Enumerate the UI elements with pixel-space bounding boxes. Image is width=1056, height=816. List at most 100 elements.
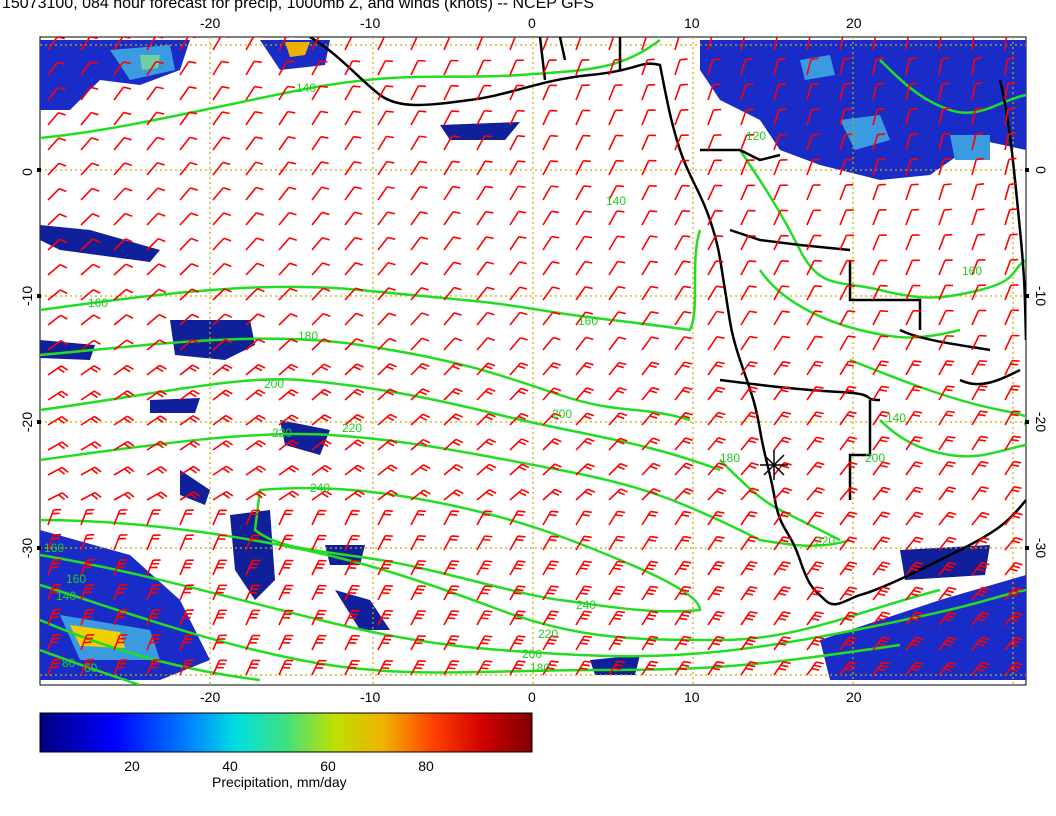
wind-barb-icon bbox=[542, 560, 559, 576]
wind-barb-icon bbox=[113, 61, 131, 76]
wind-barb-icon bbox=[872, 486, 891, 501]
wind-barb-icon bbox=[113, 584, 128, 601]
wind-barb-icon bbox=[971, 208, 985, 226]
wind-barb-icon bbox=[773, 611, 791, 626]
wind-barb-icon bbox=[575, 210, 592, 226]
wind-barb-icon bbox=[1004, 56, 1015, 76]
wind-barb-icon bbox=[806, 436, 825, 451]
wind-barb-icon bbox=[641, 235, 658, 251]
wind-barb-icon bbox=[509, 59, 524, 76]
wind-barb-icon bbox=[278, 584, 294, 601]
wind-barb-icon bbox=[278, 659, 294, 676]
wind-barb-icon bbox=[509, 160, 526, 176]
wind-barb-icon bbox=[707, 184, 723, 201]
wind-barb-icon bbox=[1004, 661, 1023, 676]
wind-barb-icon bbox=[410, 160, 428, 176]
wind-barb-icon bbox=[344, 186, 362, 201]
wind-barb-icon bbox=[938, 561, 957, 576]
wind-barb-icon bbox=[905, 461, 923, 476]
wind-barb-icon bbox=[707, 535, 725, 551]
wind-barb-icon bbox=[674, 336, 692, 351]
wind-barb-icon bbox=[47, 633, 62, 651]
wind-barb-icon bbox=[212, 111, 230, 126]
wind-barb-icon bbox=[872, 310, 889, 326]
wind-barb-icon bbox=[575, 58, 590, 76]
wind-barb-icon bbox=[245, 584, 261, 601]
wind-barb-icon bbox=[80, 558, 95, 576]
wind-barb-icon bbox=[509, 488, 530, 501]
wind-barb-icon bbox=[905, 132, 918, 151]
wind-barb-icon bbox=[938, 157, 952, 176]
wind-barb-icon bbox=[278, 363, 299, 376]
wind-barb-icon bbox=[443, 210, 461, 226]
wind-barb-icon bbox=[1004, 460, 1022, 476]
contour-label: 180 bbox=[298, 329, 318, 343]
wind-barb-icon bbox=[80, 37, 98, 51]
wind-barb-icon bbox=[740, 184, 756, 201]
wind-barb-icon bbox=[806, 385, 824, 401]
wind-barb-icon bbox=[905, 107, 918, 126]
wind-barb-icon bbox=[542, 437, 562, 451]
wind-barb-icon bbox=[641, 260, 658, 276]
wind-barb-icon bbox=[542, 387, 562, 401]
wind-barb-icon bbox=[476, 463, 497, 476]
wind-barb-icon bbox=[608, 585, 626, 601]
wind-barb-icon bbox=[1004, 586, 1023, 601]
wind-barb-icon bbox=[344, 509, 360, 526]
wind-barb-icon bbox=[1004, 258, 1019, 276]
wind-barb-icon bbox=[311, 414, 332, 426]
wind-barb-icon bbox=[575, 610, 592, 626]
wind-barb-icon bbox=[707, 108, 722, 126]
wind-barb-icon bbox=[740, 411, 759, 426]
wind-barb-icon bbox=[641, 412, 660, 426]
wind-barb-icon bbox=[245, 509, 261, 526]
wind-barb-icon bbox=[344, 110, 361, 126]
wind-barb-icon bbox=[938, 82, 950, 101]
wind-barb-icon bbox=[872, 57, 884, 76]
wind-barb-icon bbox=[839, 37, 844, 51]
contour-label: 160 bbox=[962, 264, 982, 278]
wind-barb-icon bbox=[311, 338, 331, 351]
wind-barb-icon bbox=[971, 81, 983, 101]
wind-barb-icon bbox=[872, 611, 891, 626]
wind-barb-icon bbox=[476, 286, 495, 301]
wind-barb-icon bbox=[938, 636, 957, 651]
wind-barb-icon bbox=[278, 490, 300, 501]
wind-barb-icon bbox=[740, 610, 758, 626]
wind-barb-icon bbox=[410, 388, 430, 401]
wind-barb-icon bbox=[443, 236, 461, 251]
wind-barb-icon bbox=[806, 108, 820, 126]
wind-barb-icon bbox=[146, 86, 164, 101]
wind-barb-icon bbox=[971, 636, 990, 651]
wind-barb-icon bbox=[806, 209, 821, 226]
wind-barb-icon bbox=[707, 462, 727, 476]
wind-barb-icon bbox=[707, 310, 725, 326]
wind-barb-icon bbox=[80, 390, 102, 401]
wind-barb-icon bbox=[905, 385, 922, 401]
wind-barb-icon bbox=[938, 334, 954, 351]
wind-barb-icon bbox=[674, 285, 692, 301]
wind-barb-icon bbox=[476, 109, 492, 126]
wind-barb-icon bbox=[542, 463, 562, 476]
wind-barb-icon bbox=[938, 536, 957, 551]
wind-barb-icon bbox=[344, 363, 364, 376]
wind-barb-icon bbox=[674, 487, 694, 501]
wind-barb-icon bbox=[410, 59, 426, 76]
wind-barb-icon bbox=[938, 183, 952, 201]
wind-barb-icon bbox=[476, 610, 493, 626]
wind-barb-icon bbox=[542, 59, 557, 76]
wind-barb-icon bbox=[47, 86, 66, 101]
wind-barb-icon bbox=[476, 84, 492, 101]
wind-barb-icon bbox=[245, 60, 262, 76]
wind-barb-icon bbox=[740, 310, 757, 326]
wind-barb-icon bbox=[113, 440, 135, 451]
wind-barb-icon bbox=[674, 585, 692, 601]
wind-barb-icon bbox=[278, 37, 295, 51]
wind-barb-icon bbox=[971, 410, 988, 426]
wind-barb-icon bbox=[1004, 561, 1023, 576]
wind-barb-icon bbox=[146, 60, 164, 76]
wind-barb-icon bbox=[179, 313, 200, 326]
wind-barb-icon bbox=[179, 263, 199, 276]
wind-barb-icon bbox=[971, 107, 983, 126]
